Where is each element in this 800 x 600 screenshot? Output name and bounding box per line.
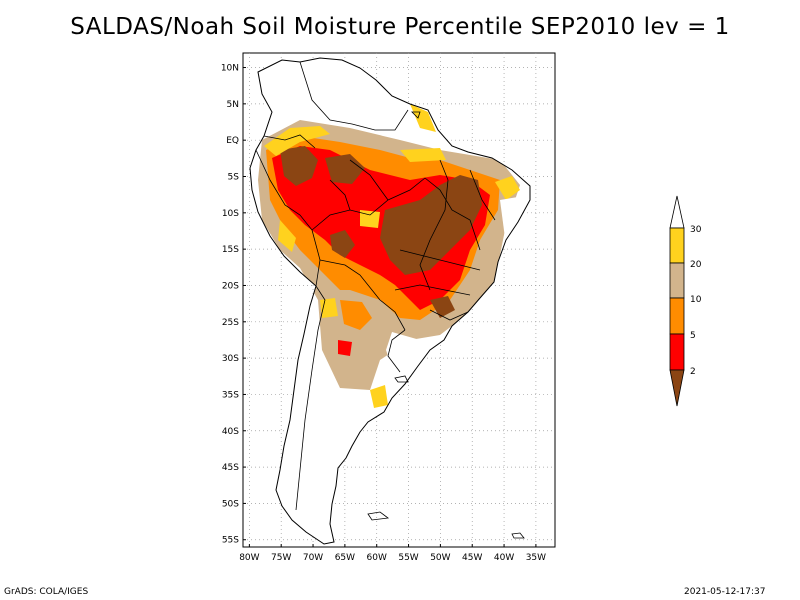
lat-label: 25S — [222, 318, 239, 328]
lon-label: 70W — [303, 553, 323, 563]
lat-label: EQ — [226, 136, 239, 146]
lon-label: 35W — [526, 553, 546, 563]
lon-label: 75W — [271, 553, 291, 563]
colorbar: 30 20 10 5 2 — [669, 195, 702, 407]
country-borders — [255, 61, 496, 511]
map-title: SALDAS/Noah Soil Moisture Percentile SEP… — [70, 14, 730, 40]
colorbar-cap-top — [669, 195, 685, 229]
colorbar-bin-10-20 — [669, 262, 685, 299]
colorbar-bin-2-5 — [669, 333, 685, 371]
colorbar-tick-10: 10 — [690, 295, 702, 305]
colorbar-tick-2: 2 — [690, 367, 696, 377]
lon-label: 80W — [239, 553, 259, 563]
lat-label: 15S — [222, 245, 239, 255]
lon-label: 60W — [367, 553, 387, 563]
lon-label: 50W — [430, 553, 450, 563]
lat-label: 5S — [228, 173, 240, 183]
footer-timestamp: 2021-05-12-17:37 — [684, 587, 766, 597]
lat-label: 20S — [222, 281, 239, 291]
colorbar-bin-20-30 — [669, 227, 685, 264]
footer-credit: GrADS: COLA/IGES — [4, 587, 89, 597]
colorbar-bin-5-10 — [669, 297, 685, 335]
coastline — [249, 57, 531, 545]
percentile-field — [250, 58, 530, 544]
lat-label: 30S — [222, 354, 239, 364]
colorbar-tick-5: 5 — [690, 331, 696, 341]
lon-label: 40W — [494, 553, 514, 563]
colorbar-tick-20: 20 — [690, 260, 702, 270]
lat-label: 40S — [222, 427, 239, 437]
lat-label: 55S — [222, 536, 239, 546]
lon-label: 55W — [398, 553, 418, 563]
colorbar-tick-30: 30 — [690, 225, 702, 235]
lon-label: 65W — [335, 553, 355, 563]
lat-label: 5N — [227, 100, 239, 110]
lat-label: 45S — [222, 463, 239, 473]
lat-label: 10S — [222, 209, 239, 219]
lat-label: 35S — [222, 390, 239, 400]
lat-label: 10N — [221, 64, 239, 74]
islands — [367, 111, 525, 539]
lon-label: 45W — [462, 553, 482, 563]
lat-label: 50S — [222, 499, 239, 509]
longitude-labels: 80W 75W 70W 65W 60W 55W 50W 45W 40W 35W — [239, 544, 546, 563]
latitude-labels: 10N 5N EQ 5S 10S 15S 20S 25S 30S 35S 40S 45S 50S 55S — [221, 64, 246, 546]
colorbar-cap-bottom — [669, 369, 685, 407]
